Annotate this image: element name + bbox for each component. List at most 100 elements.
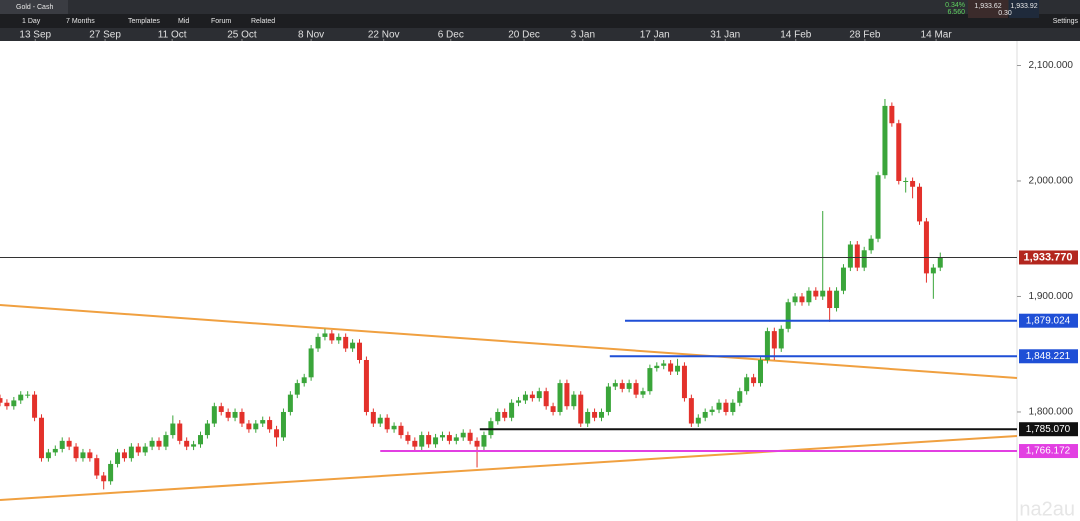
candle-body [917, 186, 923, 222]
candle-body [827, 290, 833, 309]
candle-body [25, 394, 31, 396]
instrument-tab[interactable]: Gold - Cash [16, 4, 53, 11]
toolbar-button[interactable]: Forum [211, 18, 231, 25]
candle-body [661, 363, 667, 366]
x-tick-label: 8 Nov [298, 30, 324, 41]
candle-body [758, 359, 764, 384]
candle-body [315, 336, 321, 349]
candle-body [211, 406, 217, 424]
candle-body [405, 435, 411, 441]
candle-body [799, 296, 805, 303]
change-pct: 0.34% [945, 2, 965, 9]
candle-body [274, 429, 280, 438]
candle-body [232, 411, 238, 418]
level-label-box [1019, 349, 1078, 364]
candle-body [253, 423, 259, 430]
tab[interactable] [0, 0, 68, 14]
candle-body [170, 423, 176, 436]
toolbar-button[interactable]: Templates [128, 18, 160, 25]
y-tick-label: 2,100.000 [1029, 60, 1074, 71]
candle-body [889, 105, 895, 124]
candle-body [45, 452, 51, 459]
candle-body [115, 452, 121, 464]
candle-body [0, 398, 3, 403]
sell-price[interactable]: 1,933.62 [974, 3, 1001, 10]
x-tick-label: 31 Jan [710, 30, 740, 41]
candle-body [294, 383, 300, 395]
candle-body [751, 377, 757, 384]
candle-body [80, 452, 86, 459]
trend-line [0, 304, 1018, 380]
candle-body [370, 411, 376, 424]
candle-body [433, 437, 439, 445]
candle-body [32, 394, 38, 418]
candle-body [709, 409, 715, 412]
candle-body [66, 440, 72, 447]
candle-body [785, 302, 791, 329]
x-tick-label: 3 Jan [571, 30, 595, 41]
candle-body [280, 411, 286, 438]
candle-body [11, 400, 17, 407]
title-bar [0, 0, 1080, 14]
candle-body [550, 406, 556, 412]
toolbar-button[interactable]: Mid [178, 18, 189, 25]
candle-body [350, 342, 356, 349]
candle-body [287, 394, 293, 412]
candle-body [564, 383, 570, 407]
sell-box[interactable] [968, 0, 1008, 18]
buy-price[interactable]: 1,933.92 [1010, 3, 1037, 10]
candle-body [322, 333, 328, 337]
candle-body [439, 435, 445, 438]
candle-body [308, 348, 314, 378]
candle-body [218, 406, 224, 412]
toolbar-button[interactable]: Related [251, 18, 275, 25]
candle-body [516, 400, 522, 403]
x-tick-label: 17 Jan [640, 30, 670, 41]
x-tick-label: 22 Nov [368, 30, 400, 41]
candle-body [481, 435, 487, 447]
candle-body [688, 398, 694, 424]
level-label-box [1019, 313, 1078, 328]
candle-body [336, 336, 342, 341]
candle-body [87, 452, 93, 459]
candle-body [474, 440, 480, 447]
range[interactable]: 7 Months [66, 18, 95, 25]
candle-body [108, 463, 114, 482]
x-tick-label: 27 Sep [89, 30, 121, 41]
candle-body [681, 365, 687, 399]
candle-body [813, 290, 819, 297]
candle-body [426, 435, 432, 445]
y-tick-label: 1,900.000 [1029, 291, 1074, 302]
candle-body [675, 365, 681, 372]
candle-body [419, 435, 425, 447]
change-abs: 6.560 [947, 9, 965, 16]
candle-body [522, 394, 528, 401]
candle-body [619, 383, 625, 389]
interval[interactable]: 1 Day [22, 18, 41, 25]
candle-body [806, 290, 812, 303]
candle-body [488, 421, 494, 436]
candle-body [847, 244, 853, 268]
level-label: 1,766.172 [1026, 446, 1071, 457]
level-label: 1,879.024 [1026, 315, 1071, 326]
candle-body [343, 336, 349, 349]
settings[interactable]: Settings [1053, 18, 1079, 25]
candle-body [730, 402, 736, 412]
candle-body [156, 440, 162, 447]
candle-body [937, 257, 943, 268]
candle-body [509, 402, 515, 418]
candle-body [861, 250, 867, 268]
candle-body [578, 394, 584, 424]
candle-body [357, 342, 363, 360]
x-tick-label: 14 Feb [780, 30, 812, 41]
candle-body [384, 417, 390, 430]
candle-body [52, 448, 58, 453]
level-label-box [1019, 444, 1078, 459]
candle-body [149, 440, 155, 447]
candle-body [246, 423, 252, 430]
buy-box[interactable] [1009, 0, 1039, 18]
candle-body [301, 377, 307, 384]
candle-body [854, 244, 860, 268]
